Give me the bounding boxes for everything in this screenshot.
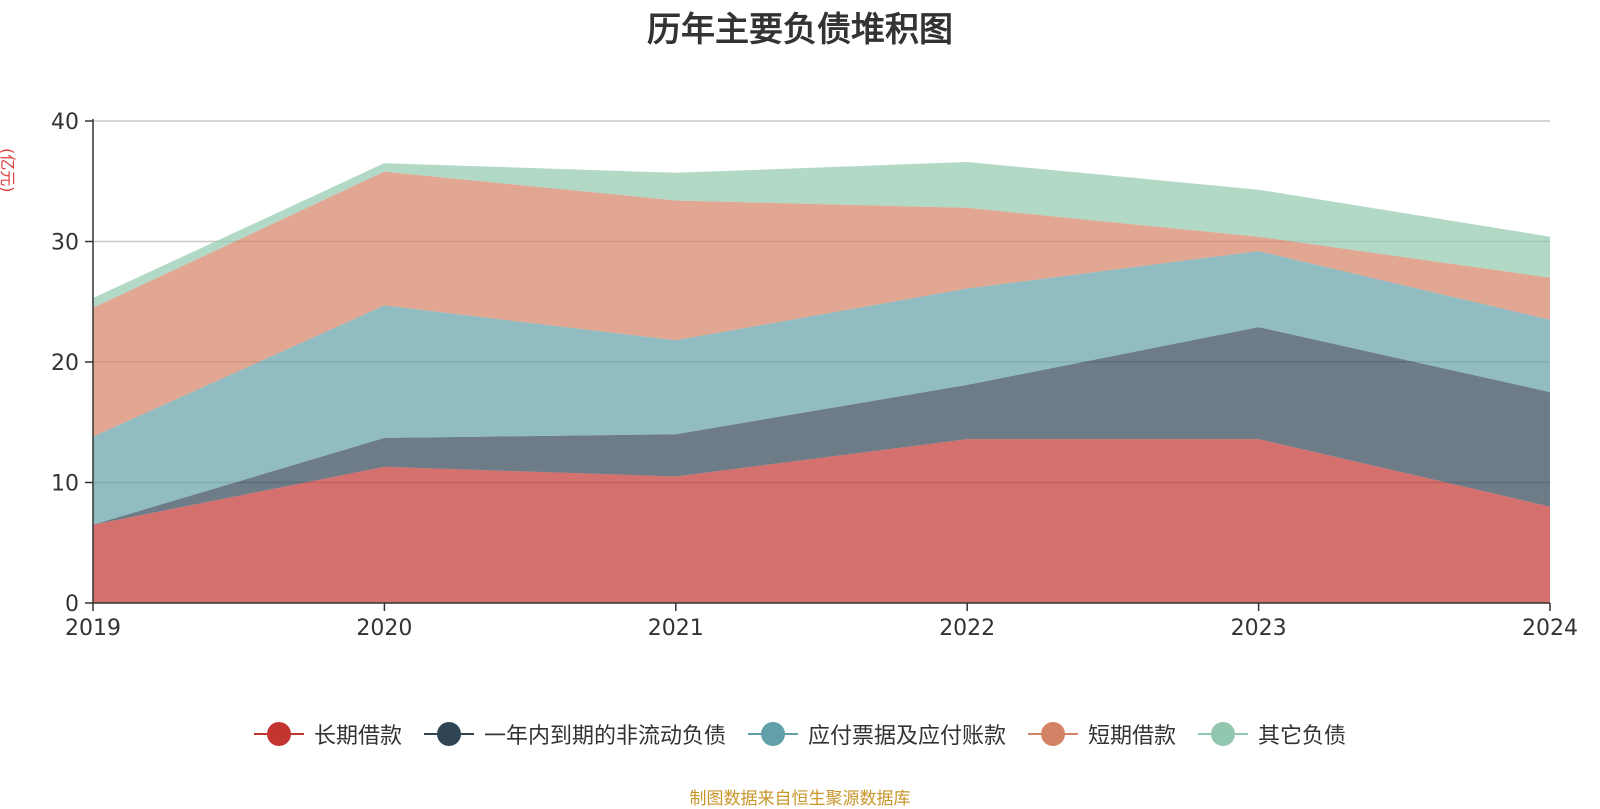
y-tick-label: 10	[51, 472, 79, 497]
y-tick-label: 20	[51, 351, 79, 376]
area-series-4	[93, 171, 1550, 437]
x-tick-label: 2023	[1231, 616, 1287, 641]
chart-title: 历年主要负债堆积图	[647, 10, 953, 50]
legend-label: 一年内到期的非流动负债	[483, 724, 726, 749]
area-series-3	[93, 251, 1550, 525]
axes: 0 10 20 30 40 2019 2020 2021 2022 2023 2024	[51, 110, 1578, 641]
legend-label: 长期借款	[313, 724, 402, 749]
legend-label: 短期借款	[1088, 724, 1177, 749]
legend-marker-icon	[423, 720, 474, 748]
area-series-5	[93, 162, 1550, 308]
x-tick-label: 2021	[648, 616, 704, 641]
area-series	[93, 162, 1550, 603]
legend-label: 其它负债	[1258, 724, 1347, 749]
x-tick-label: 2019	[65, 616, 121, 641]
legend-item[interactable]: 其它负债	[1198, 718, 1346, 750]
legend-label: 应付票据及应付账款	[807, 724, 1006, 749]
area-series-1	[93, 439, 1550, 603]
legend-item[interactable]: 应付票据及应付账款	[747, 718, 1006, 750]
legend-marker-icon	[253, 720, 304, 748]
y-tick-label: 30	[51, 231, 79, 256]
area-series-2	[93, 327, 1550, 525]
legend-marker-icon	[1198, 720, 1249, 748]
x-tick-label: 2022	[939, 616, 995, 641]
legend-item[interactable]: 长期借款	[253, 718, 402, 750]
x-tick-label: 2020	[356, 616, 412, 641]
y-tick-label: 0	[65, 592, 79, 617]
stacked-area-chart: 0 10 20 30 40 2019 2020 2021 2022 2023 2024	[51, 110, 1578, 641]
legend-marker-icon	[1028, 720, 1078, 748]
legend: 长期借款 一年内到期的非流动负债 应付票据及应付账款 短期借款 其它负债	[0, 718, 1600, 750]
legend-item[interactable]: 短期借款	[1028, 718, 1176, 750]
x-tick-label: 2024	[1522, 616, 1578, 641]
data-source-note: 制图数据来自恒生聚源数据库	[689, 789, 911, 809]
y-tick-label: 40	[51, 110, 79, 135]
legend-marker-icon	[747, 720, 798, 748]
legend-item[interactable]: 一年内到期的非流动负债	[423, 718, 726, 750]
